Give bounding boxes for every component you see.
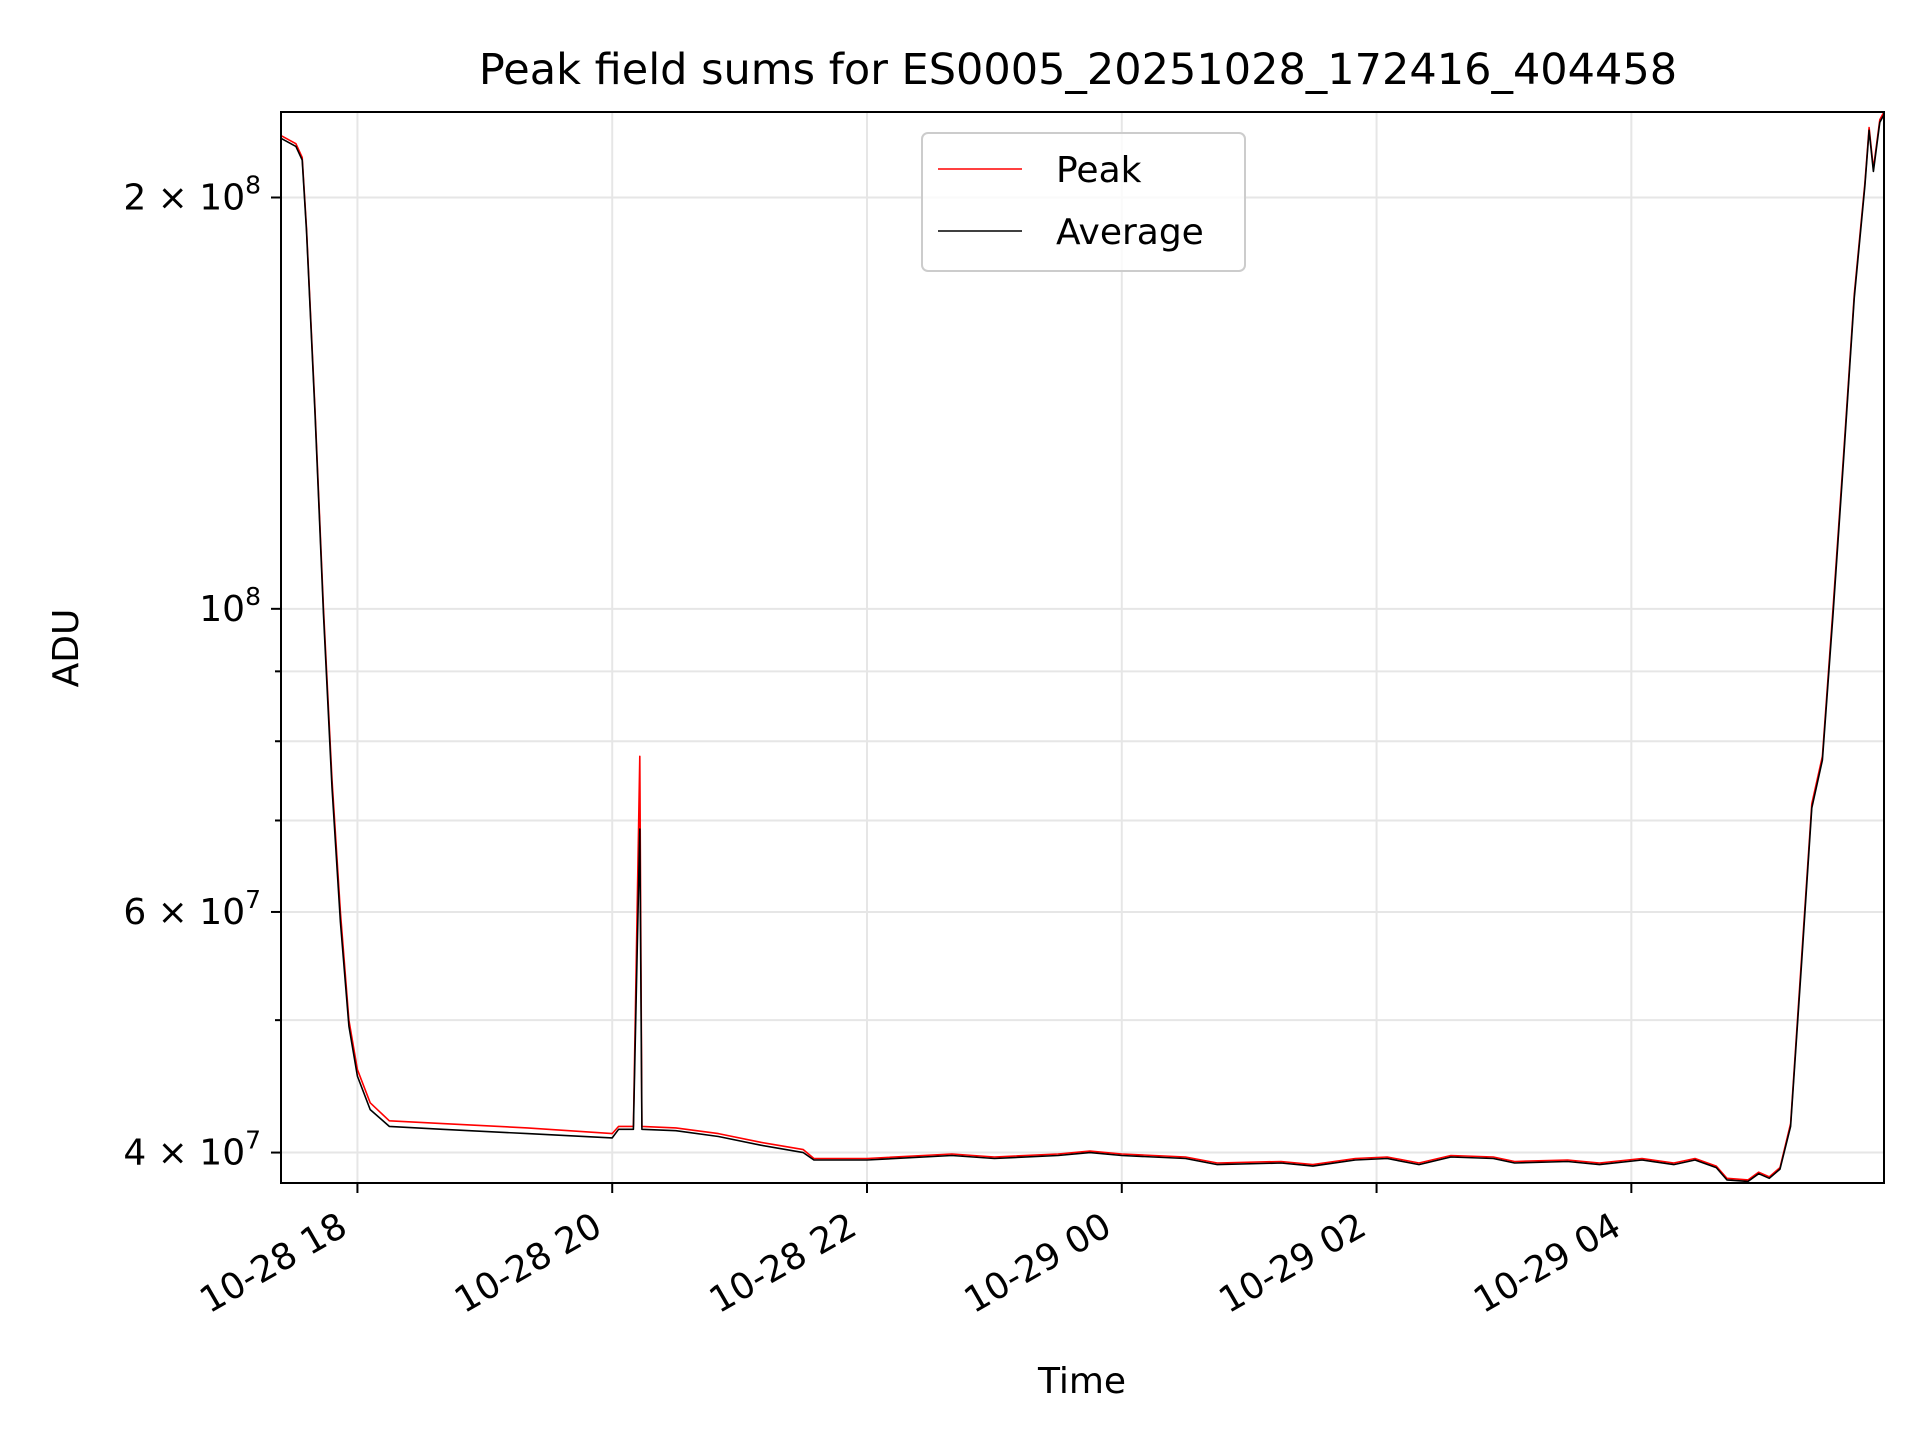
legend: Peak Average [921, 132, 1246, 272]
y-tick-label: 6 × 107 [123, 885, 261, 933]
y-tick-label: 2 × 108 [123, 171, 261, 219]
y-tick-label: 4 × 107 [123, 1126, 261, 1174]
grid [281, 112, 1884, 1183]
x-tick-label: 10-28 20 [448, 1205, 609, 1321]
x-tick-label: 10-28 22 [703, 1205, 864, 1321]
legend-average-label: Average [1056, 212, 1204, 253]
x-tick-label: 10-29 00 [958, 1205, 1119, 1321]
y-axis: 4 × 107 6 × 107 108 2 × 108 [123, 171, 281, 1174]
x-axis-label: Time [1037, 1361, 1126, 1402]
plot-series [280, 111, 1885, 1183]
x-tick-label: 10-28 18 [193, 1205, 354, 1321]
y-tick-label: 108 [199, 582, 261, 630]
series-line-average [280, 114, 1885, 1183]
x-tick-label: 10-29 04 [1467, 1205, 1628, 1321]
plot-frame [280, 111, 1885, 1184]
legend-box [921, 132, 1246, 272]
x-axis: 10-28 18 10-28 20 10-28 22 10-29 00 10-29 02… [193, 1183, 1633, 1322]
x-tick-label: 10-29 02 [1212, 1205, 1373, 1321]
chart-title: Peak field sums for ES0005_20251028_1724… [479, 45, 1677, 95]
legend-peak-label: Peak [1056, 150, 1142, 191]
y-axis-label: ADU [46, 609, 87, 688]
